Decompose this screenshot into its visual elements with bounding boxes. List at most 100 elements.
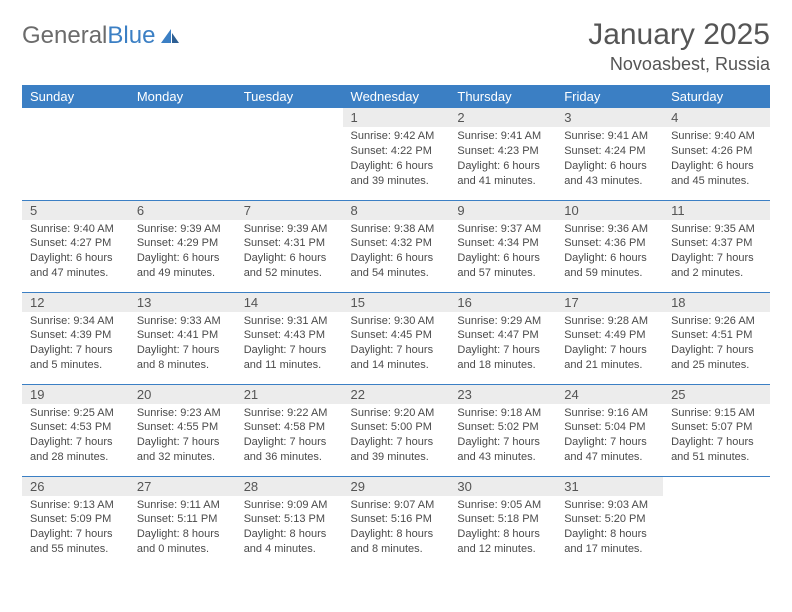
daylight-line-2: and 47 minutes.: [564, 450, 655, 465]
sunset-line: Sunset: 4:55 PM: [137, 420, 228, 435]
day-data: Sunrise: 9:37 AMSunset: 4:34 PMDaylight:…: [449, 220, 556, 287]
day-data: Sunrise: 9:38 AMSunset: 4:32 PMDaylight:…: [343, 220, 450, 287]
calendar-cell: 3Sunrise: 9:41 AMSunset: 4:24 PMDaylight…: [556, 108, 663, 200]
sunrise-line: Sunrise: 9:22 AM: [244, 406, 335, 421]
calendar-cell: 8Sunrise: 9:38 AMSunset: 4:32 PMDaylight…: [343, 200, 450, 292]
calendar-cell: 14Sunrise: 9:31 AMSunset: 4:43 PMDayligh…: [236, 292, 343, 384]
day-data: Sunrise: 9:15 AMSunset: 5:07 PMDaylight:…: [663, 404, 770, 471]
sunset-line: Sunset: 4:31 PM: [244, 236, 335, 251]
day-data: Sunrise: 9:07 AMSunset: 5:16 PMDaylight:…: [343, 496, 450, 563]
day-data: Sunrise: 9:40 AMSunset: 4:26 PMDaylight:…: [663, 127, 770, 194]
daylight-line-1: Daylight: 6 hours: [30, 251, 121, 266]
sunrise-line: Sunrise: 9:15 AM: [671, 406, 762, 421]
sunset-line: Sunset: 5:07 PM: [671, 420, 762, 435]
daylight-line-2: and 32 minutes.: [137, 450, 228, 465]
sunrise-line: Sunrise: 9:13 AM: [30, 498, 121, 513]
sunset-line: Sunset: 5:16 PM: [351, 512, 442, 527]
sunset-line: Sunset: 5:13 PM: [244, 512, 335, 527]
sunrise-line: Sunrise: 9:40 AM: [30, 222, 121, 237]
sunrise-line: Sunrise: 9:33 AM: [137, 314, 228, 329]
day-number: 9: [449, 201, 556, 220]
weekday-header: Sunday: [22, 85, 129, 108]
daylight-line-2: and 14 minutes.: [351, 358, 442, 373]
day-data: Sunrise: 9:11 AMSunset: 5:11 PMDaylight:…: [129, 496, 236, 563]
sunset-line: Sunset: 4:39 PM: [30, 328, 121, 343]
calendar-week-row: 5Sunrise: 9:40 AMSunset: 4:27 PMDaylight…: [22, 200, 770, 292]
daylight-line-2: and 2 minutes.: [671, 266, 762, 281]
day-number: 16: [449, 293, 556, 312]
day-data: Sunrise: 9:34 AMSunset: 4:39 PMDaylight:…: [22, 312, 129, 379]
daylight-line-1: Daylight: 6 hours: [564, 251, 655, 266]
day-number: 3: [556, 108, 663, 127]
sunrise-line: Sunrise: 9:25 AM: [30, 406, 121, 421]
daylight-line-1: Daylight: 7 hours: [30, 343, 121, 358]
sunrise-line: Sunrise: 9:39 AM: [137, 222, 228, 237]
day-number: 22: [343, 385, 450, 404]
daylight-line-1: Daylight: 7 hours: [30, 435, 121, 450]
calendar-cell: 9Sunrise: 9:37 AMSunset: 4:34 PMDaylight…: [449, 200, 556, 292]
daylight-line-1: Daylight: 8 hours: [137, 527, 228, 542]
sunrise-line: Sunrise: 9:39 AM: [244, 222, 335, 237]
month-title: January 2025: [588, 18, 770, 52]
day-number: 29: [343, 477, 450, 496]
calendar-cell: 26Sunrise: 9:13 AMSunset: 5:09 PMDayligh…: [22, 476, 129, 568]
day-data: Sunrise: 9:36 AMSunset: 4:36 PMDaylight:…: [556, 220, 663, 287]
weekday-header: Saturday: [663, 85, 770, 108]
logo-sail-icon: [159, 27, 181, 45]
day-number: 24: [556, 385, 663, 404]
day-data: Sunrise: 9:29 AMSunset: 4:47 PMDaylight:…: [449, 312, 556, 379]
day-number: 13: [129, 293, 236, 312]
calendar-week-row: 26Sunrise: 9:13 AMSunset: 5:09 PMDayligh…: [22, 476, 770, 568]
calendar-cell: 12Sunrise: 9:34 AMSunset: 4:39 PMDayligh…: [22, 292, 129, 384]
sunrise-line: Sunrise: 9:40 AM: [671, 129, 762, 144]
calendar-cell: 4Sunrise: 9:40 AMSunset: 4:26 PMDaylight…: [663, 108, 770, 200]
day-data: Sunrise: 9:05 AMSunset: 5:18 PMDaylight:…: [449, 496, 556, 563]
day-number: 20: [129, 385, 236, 404]
sunset-line: Sunset: 4:53 PM: [30, 420, 121, 435]
daylight-line-2: and 47 minutes.: [30, 266, 121, 281]
sunrise-line: Sunrise: 9:36 AM: [564, 222, 655, 237]
logo-text-2: Blue: [107, 22, 155, 50]
day-number: 18: [663, 293, 770, 312]
calendar-cell: [236, 108, 343, 200]
day-number: 8: [343, 201, 450, 220]
day-data: Sunrise: 9:28 AMSunset: 4:49 PMDaylight:…: [556, 312, 663, 379]
daylight-line-2: and 55 minutes.: [30, 542, 121, 557]
sunrise-line: Sunrise: 9:18 AM: [457, 406, 548, 421]
day-number: 1: [343, 108, 450, 127]
daylight-line-1: Daylight: 6 hours: [564, 159, 655, 174]
day-data: Sunrise: 9:40 AMSunset: 4:27 PMDaylight:…: [22, 220, 129, 287]
daylight-line-2: and 18 minutes.: [457, 358, 548, 373]
sunset-line: Sunset: 5:09 PM: [30, 512, 121, 527]
sunset-line: Sunset: 4:37 PM: [671, 236, 762, 251]
daylight-line-2: and 43 minutes.: [457, 450, 548, 465]
daylight-line-2: and 8 minutes.: [137, 358, 228, 373]
daylight-line-2: and 39 minutes.: [351, 450, 442, 465]
daylight-line-1: Daylight: 7 hours: [244, 343, 335, 358]
day-data: Sunrise: 9:18 AMSunset: 5:02 PMDaylight:…: [449, 404, 556, 471]
weekday-header: Monday: [129, 85, 236, 108]
sunrise-line: Sunrise: 9:42 AM: [351, 129, 442, 144]
sunrise-line: Sunrise: 9:28 AM: [564, 314, 655, 329]
sunset-line: Sunset: 4:27 PM: [30, 236, 121, 251]
day-number: 31: [556, 477, 663, 496]
day-number: 12: [22, 293, 129, 312]
daylight-line-1: Daylight: 8 hours: [244, 527, 335, 542]
calendar-cell: 13Sunrise: 9:33 AMSunset: 4:41 PMDayligh…: [129, 292, 236, 384]
calendar-cell: 5Sunrise: 9:40 AMSunset: 4:27 PMDaylight…: [22, 200, 129, 292]
sunset-line: Sunset: 5:20 PM: [564, 512, 655, 527]
daylight-line-2: and 49 minutes.: [137, 266, 228, 281]
daylight-line-2: and 57 minutes.: [457, 266, 548, 281]
daylight-line-2: and 43 minutes.: [564, 174, 655, 189]
day-data: Sunrise: 9:31 AMSunset: 4:43 PMDaylight:…: [236, 312, 343, 379]
calendar-cell: 22Sunrise: 9:20 AMSunset: 5:00 PMDayligh…: [343, 384, 450, 476]
day-number: 23: [449, 385, 556, 404]
sunrise-line: Sunrise: 9:38 AM: [351, 222, 442, 237]
day-data: Sunrise: 9:30 AMSunset: 4:45 PMDaylight:…: [343, 312, 450, 379]
calendar-cell: [22, 108, 129, 200]
day-number: 17: [556, 293, 663, 312]
sunrise-line: Sunrise: 9:31 AM: [244, 314, 335, 329]
sunrise-line: Sunrise: 9:30 AM: [351, 314, 442, 329]
daylight-line-1: Daylight: 6 hours: [244, 251, 335, 266]
sunrise-line: Sunrise: 9:05 AM: [457, 498, 548, 513]
